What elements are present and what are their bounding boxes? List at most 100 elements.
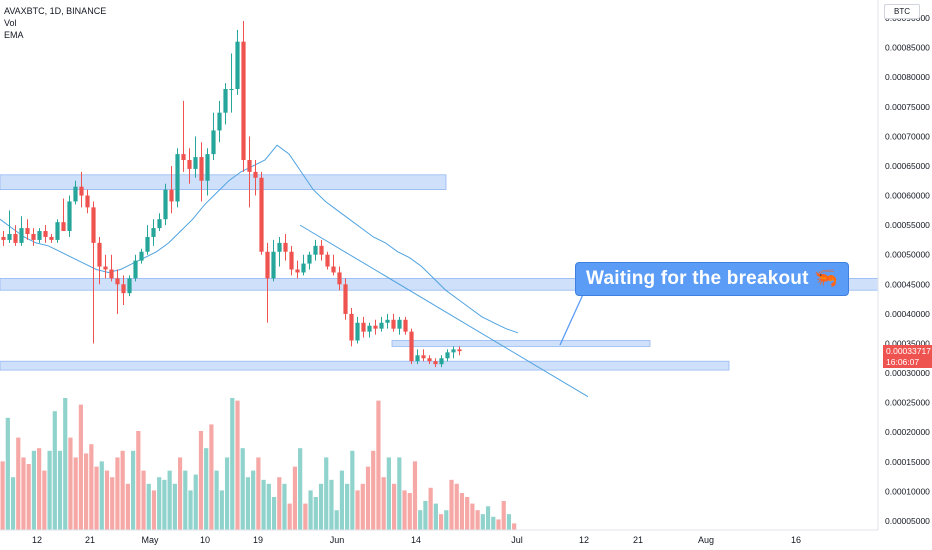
candle [91,201,96,344]
time-tick-label: 21 [633,535,643,545]
time-tick-label: 16 [791,535,801,545]
volume-bar [433,503,438,530]
candle [187,148,192,184]
volume-bar [115,457,120,530]
candle [7,210,12,243]
candle [373,319,378,335]
price-tick-label: 0.00070000 [885,131,930,141]
candle [205,148,210,196]
volume-bar [423,500,428,530]
candle-body [55,222,60,240]
candle [229,53,234,113]
candle-body [433,361,438,365]
price-tick-label: 0.00035000 [885,338,930,348]
time-tick-label: Jun [330,535,345,545]
time-tick-label: 10 [200,535,210,545]
price-tick-label: 0.00075000 [885,102,930,112]
candle [73,180,78,205]
volume-bar [371,450,376,530]
candle-body [121,284,126,294]
candle-body [13,233,18,243]
volume-bar [345,483,350,530]
volume-bar [162,479,167,530]
price-tick-label: 0.00025000 [885,398,930,408]
volume-bar [459,493,465,530]
volume-bar [251,470,256,530]
candle-body [7,233,12,240]
candlesticks [1,20,462,368]
time-tick-label: 19 [253,535,263,545]
candle-body [199,157,204,181]
volume-bar [480,514,485,530]
volume-bar [89,444,94,530]
candle-body [1,236,6,240]
candle-body [211,130,216,155]
price-tick-label: 0.00045000 [885,279,930,289]
volume-bar [506,514,512,530]
candle [115,269,120,314]
candle-body [259,177,264,252]
candle-body [427,358,432,362]
descending-trendline[interactable] [299,224,589,398]
volume-bar [512,523,517,530]
candle [427,355,432,365]
volume-bar [397,457,402,530]
candle-body [343,284,348,314]
candle-body [337,272,342,285]
volume-bar [214,470,219,530]
candle [367,322,372,338]
volume-bar [339,470,344,530]
volume-bar [240,448,245,530]
candle-body [91,207,96,243]
volume-bar [209,424,214,530]
callout-pointer [559,289,586,346]
ema-line [0,144,519,334]
volume-bar [438,514,444,530]
volume-bar [444,510,449,530]
candle [37,228,42,243]
volume-bar [292,466,298,530]
candle [313,239,318,261]
price-tick-label: 0.00085000 [885,43,930,53]
volume-bar [99,461,104,530]
candle-body [61,222,66,232]
candle-body [235,41,240,90]
candle-body [223,89,228,113]
volume-bar [475,510,480,530]
volume-bar [485,506,491,530]
candle [175,148,180,208]
candle-body [301,263,306,273]
volume-bar [167,470,172,530]
candle [421,349,426,362]
candle [193,136,198,178]
volume-bar [256,457,261,530]
candle [217,100,222,143]
candle [181,100,186,172]
candle [331,254,336,276]
candle [361,316,366,338]
volume-bar [313,497,318,530]
volume-bar [428,487,433,530]
candle [211,112,216,161]
candle [379,316,384,332]
bar-countdown: 16:06:07 [886,357,920,367]
volume-bar [42,470,47,530]
volume-bar [454,483,459,530]
candle-body [103,266,108,270]
callout-text: Waiting for the breakout [586,268,809,289]
volume-bar [386,457,391,530]
volume-bar [365,466,371,530]
candle [61,198,66,232]
volume-bar [125,483,130,530]
volume-bar [146,483,151,530]
candle-body [283,242,288,252]
candle [247,136,252,208]
candle [385,313,390,329]
candle [31,228,36,246]
volume-bar [120,450,125,530]
currency-label[interactable]: BTC [884,4,920,19]
volume-bar [324,457,329,530]
volume-bar [198,431,204,530]
ema-path [0,144,519,334]
candle-body [97,242,102,267]
